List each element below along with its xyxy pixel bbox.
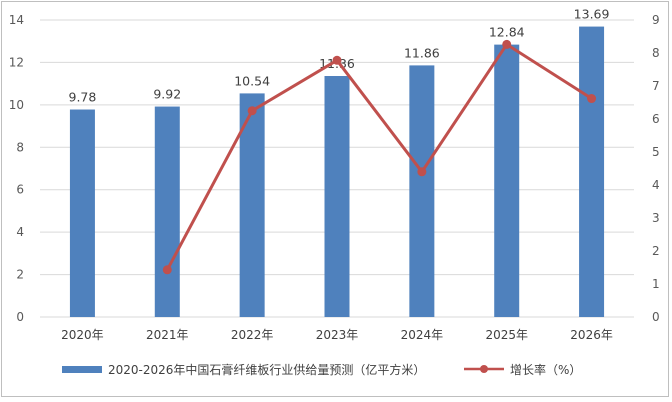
growth-rate-point	[247, 106, 257, 116]
bar-data-label: 12.84	[489, 25, 525, 40]
bar-data-label: 9.92	[153, 87, 181, 102]
legend-swatch-bar	[62, 366, 102, 373]
right-tick-label: 0	[652, 310, 660, 324]
growth-rate-point	[502, 39, 512, 49]
left-tick-label: 8	[16, 140, 24, 154]
x-tick-label: 2023年	[316, 328, 359, 342]
right-tick-label: 7	[652, 79, 660, 93]
left-axis-ticks: 0 2 4 6 8 10 12 14	[9, 13, 24, 324]
bar	[69, 109, 95, 317]
bar-data-label: 10.54	[234, 73, 270, 88]
x-axis-labels: 2020年 2021年 2022年 2023年 2024年 2025年 2026年	[61, 328, 613, 342]
right-tick-label: 2	[652, 244, 660, 258]
right-tick-label: 8	[652, 46, 660, 60]
x-tick-label: 2026年	[570, 328, 613, 342]
bar	[154, 106, 180, 317]
left-tick-label: 2	[16, 268, 24, 282]
legend: 2020-2026年中国石膏纤维板行业供给量预测（亿平方米） 增长率（%）	[62, 362, 581, 377]
bar-series	[69, 26, 605, 318]
x-tick-label: 2020年	[61, 328, 104, 342]
bar-data-label: 9.78	[69, 90, 97, 105]
line-series	[162, 39, 597, 275]
x-tick-label: 2024年	[401, 328, 444, 342]
growth-rate-point	[417, 167, 427, 177]
legend-swatch-marker	[480, 365, 488, 373]
left-tick-label: 10	[9, 98, 24, 112]
left-tick-label: 6	[16, 183, 24, 197]
growth-rate-point	[332, 55, 342, 65]
bar	[494, 44, 520, 317]
right-tick-label: 9	[652, 13, 660, 27]
right-axis-ticks: 0 1 2 3 4 5 6 7 8 9	[652, 13, 660, 324]
right-tick-label: 5	[652, 145, 660, 159]
bar-data-label: 11.86	[404, 45, 440, 60]
bar-data-label: 13.69	[574, 7, 610, 22]
right-tick-label: 4	[652, 178, 660, 192]
left-tick-label: 4	[16, 225, 24, 239]
x-tick-label: 2021年	[146, 328, 189, 342]
right-tick-label: 1	[652, 277, 660, 291]
growth-rate-line	[165, 42, 593, 271]
left-tick-label: 0	[16, 310, 24, 324]
legend-label-bar: 2020-2026年中国石膏纤维板行业供给量预测（亿平方米）	[108, 362, 425, 377]
bar	[239, 93, 265, 317]
left-tick-label: 14	[9, 13, 24, 27]
right-tick-label: 6	[652, 112, 660, 126]
x-tick-label: 2025年	[485, 328, 528, 342]
right-tick-label: 3	[652, 211, 660, 225]
legend-label-line: 增长率（%）	[510, 362, 581, 377]
growth-rate-point	[162, 265, 172, 275]
left-tick-label: 12	[9, 55, 24, 69]
bar	[409, 65, 435, 317]
x-tick-label: 2022年	[231, 328, 274, 342]
growth-rate-point	[587, 94, 597, 104]
bar	[579, 26, 605, 318]
bar	[324, 76, 350, 318]
